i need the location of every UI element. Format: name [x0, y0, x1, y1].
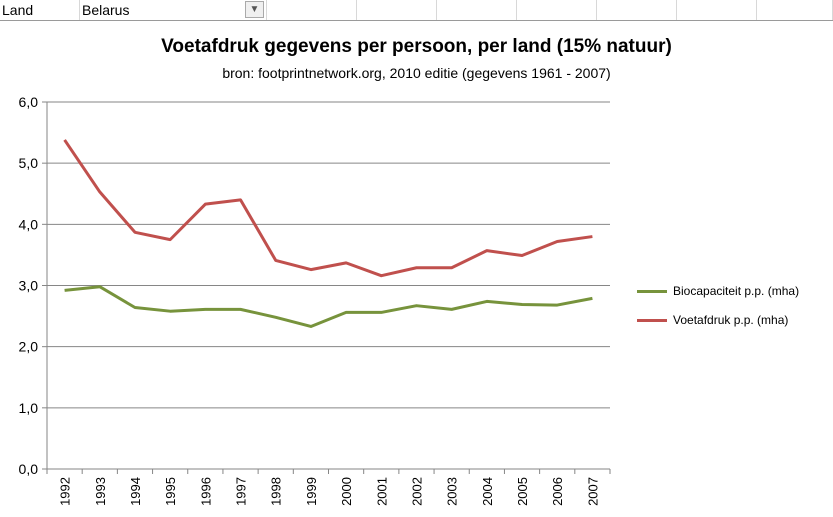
- x-tick-label: 1992: [58, 477, 73, 506]
- legend-swatch: [637, 290, 667, 294]
- legend-item-biocapaciteit: Biocapaciteit p.p. (mha): [637, 284, 799, 298]
- x-tick-label: 2007: [585, 477, 600, 506]
- y-tick-label: 1,0: [19, 400, 39, 416]
- series-line-1: [63, 139, 593, 278]
- y-tick-label: 4,0: [19, 216, 39, 232]
- empty-cell[interactable]: [677, 0, 757, 20]
- y-tick-label: 2,0: [19, 339, 39, 355]
- y-tick-label: 0,0: [19, 461, 39, 477]
- x-tick-label: 2006: [550, 477, 565, 506]
- legend-label: Biocapaciteit p.p. (mha): [673, 284, 800, 298]
- empty-cell[interactable]: [597, 0, 677, 20]
- y-tick-label: 3,0: [19, 278, 39, 294]
- land-label-cell[interactable]: Land: [0, 0, 80, 20]
- x-tick-label: 2003: [445, 477, 460, 506]
- y-tick-label: 6,0: [19, 94, 39, 110]
- country-cell[interactable]: Belarus: [80, 0, 267, 20]
- x-tick-label: 2001: [374, 477, 389, 506]
- empty-cell[interactable]: [267, 0, 357, 20]
- legend-item-voetafdruk: Voetafdruk p.p. (mha): [637, 313, 788, 327]
- filter-icon[interactable]: ▼: [245, 1, 264, 18]
- x-tick-label: 2000: [339, 477, 354, 506]
- x-tick-label: 2004: [480, 477, 495, 506]
- x-tick-label: 2005: [515, 477, 530, 506]
- x-tick-label: 1993: [93, 477, 108, 506]
- y-tick-label: 5,0: [19, 155, 39, 171]
- series-line-0: [64, 285, 593, 328]
- x-tick-label: 1999: [304, 477, 319, 506]
- empty-cell[interactable]: [437, 0, 517, 20]
- sheet-header-row: Land Belarus ▼: [0, 0, 833, 21]
- chart-title: Voetafdruk gegevens per persoon, per lan…: [161, 36, 672, 57]
- x-tick-label: 1994: [128, 477, 143, 506]
- x-tick-label: 1998: [269, 477, 284, 506]
- x-tick-label: 1997: [234, 477, 249, 506]
- legend-label: Voetafdruk p.p. (mha): [673, 313, 789, 327]
- x-tick-label: 1995: [163, 477, 178, 506]
- x-tick-label: 2002: [409, 477, 424, 506]
- x-tick-label: 1996: [198, 477, 213, 506]
- chart-subtitle: bron: footprintnetwork.org, 2010 editie …: [222, 65, 611, 81]
- empty-cell[interactable]: [357, 0, 437, 20]
- empty-cell[interactable]: [517, 0, 597, 20]
- legend-swatch: [637, 319, 667, 323]
